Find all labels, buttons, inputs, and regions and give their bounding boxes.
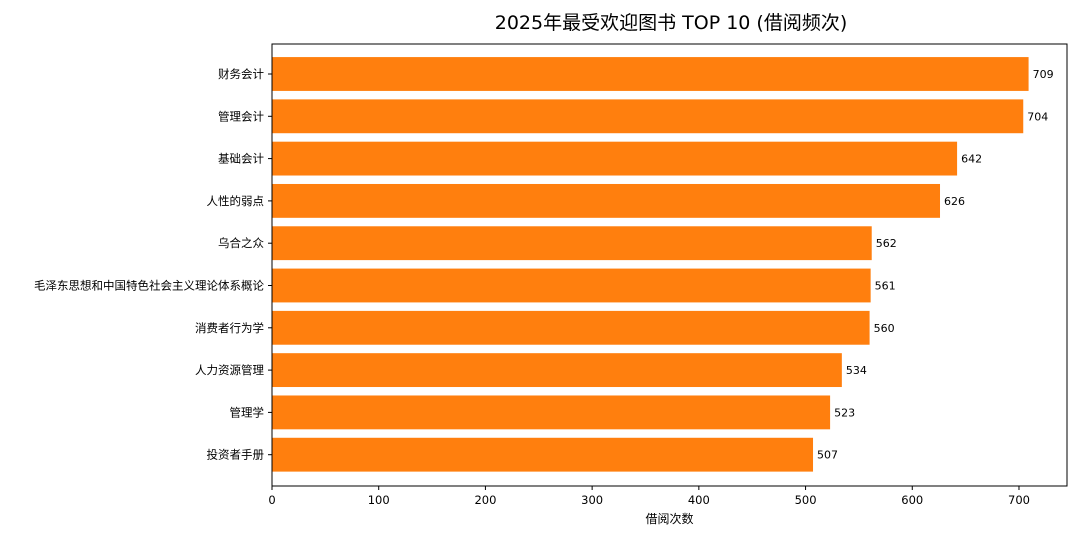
- bar-value-label: 709: [1033, 68, 1054, 81]
- bar: [272, 141, 958, 176]
- bar: [272, 268, 871, 303]
- x-axis-label: 借阅次数: [645, 511, 693, 526]
- x-tick-label: 100: [368, 493, 390, 507]
- y-tick-label: 毛泽东思想和中国特色社会主义理论体系概论: [34, 279, 264, 293]
- bar-value-label: 642: [961, 153, 982, 166]
- y-tick-label: 乌合之众: [218, 236, 264, 250]
- x-tick-label: 300: [581, 493, 603, 507]
- bar-value-label: 562: [876, 237, 897, 250]
- bar: [272, 310, 870, 345]
- x-tick-label: 600: [901, 493, 923, 507]
- x-tick-label: 400: [688, 493, 710, 507]
- y-tick-label: 财务会计: [218, 67, 264, 81]
- x-tick-label: 700: [1008, 493, 1030, 507]
- bar-value-label: 704: [1027, 110, 1048, 123]
- bar-value-label: 507: [817, 449, 838, 462]
- bar: [272, 226, 872, 261]
- y-tick-label: 投资者手册: [207, 448, 265, 462]
- y-tick-label: 管理会计: [218, 109, 264, 123]
- bar-value-label: 561: [875, 280, 896, 293]
- x-tick-label: 500: [795, 493, 817, 507]
- bar: [272, 99, 1024, 134]
- chart-title: 2025年最受欢迎图书 TOP 10 (借阅频次): [495, 12, 848, 34]
- bar-value-label: 534: [846, 364, 867, 377]
- y-axis-ticks: 财务会计管理会计基础会计人性的弱点乌合之众毛泽东思想和中国特色社会主义理论体系概…: [34, 67, 272, 462]
- bar: [272, 57, 1029, 91]
- x-tick-label: 200: [474, 493, 496, 507]
- bar: [272, 353, 842, 388]
- bar: [272, 437, 814, 472]
- x-axis-ticks: 0 100 200 300 400 500 600 700: [268, 486, 1030, 507]
- y-tick-label: 人性的弱点: [207, 194, 265, 208]
- y-tick-label: 管理学: [230, 405, 265, 419]
- y-tick-label: 人力资源管理: [195, 363, 264, 377]
- x-tick-label: 0: [268, 493, 275, 507]
- bars-group: 709 704 642 626 562 561 560 534 523 507: [272, 57, 1054, 472]
- bar-value-label: 560: [874, 322, 895, 335]
- y-tick-label: 消费者行为学: [195, 321, 264, 335]
- bar-value-label: 523: [834, 406, 855, 419]
- bar: [272, 395, 831, 430]
- bar-value-label: 626: [944, 195, 965, 208]
- bar: [272, 183, 941, 218]
- plot-frame: [271, 43, 1068, 487]
- y-tick-label: 基础会计: [218, 152, 264, 166]
